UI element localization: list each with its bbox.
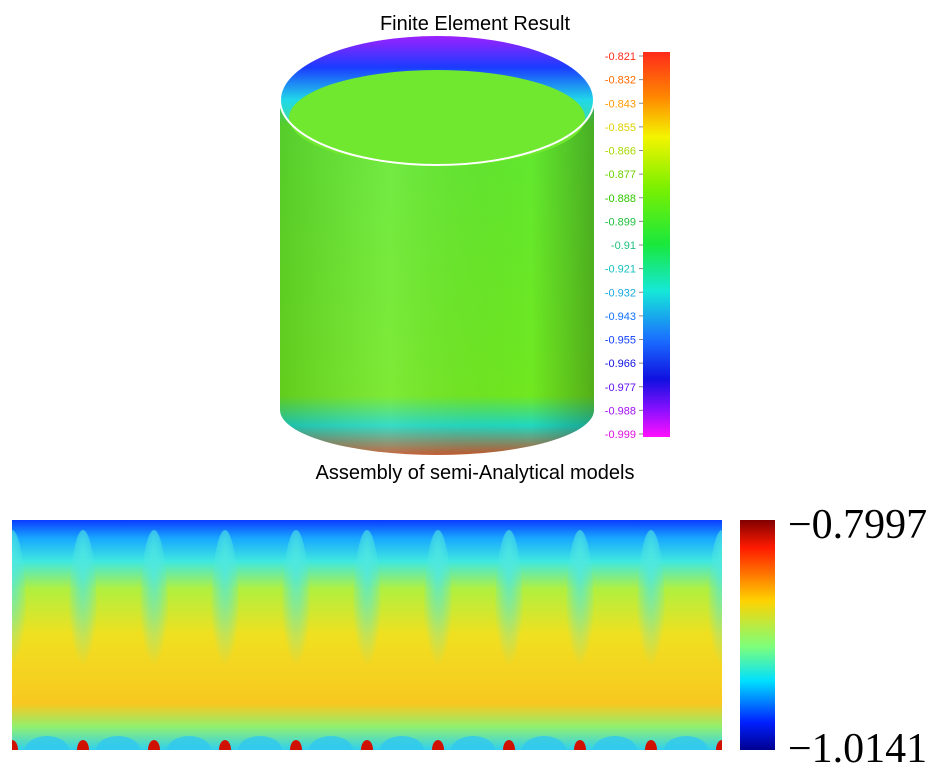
colorbar-label: -0.832 [605, 75, 636, 87]
panel-title: Assembly of semi-Analytical models [316, 462, 635, 484]
colorbar-label: -0.988 [605, 405, 636, 417]
colorbar-labels: -0.821 -0.832 -0.843 -0.855 -0.866 -0.877 -0.8… [605, 51, 643, 441]
field-pattern [12, 520, 722, 750]
colorbar-label: -0.966 [605, 358, 636, 370]
colorbar [643, 52, 670, 437]
colorbar-label: -0.999 [605, 429, 636, 441]
colorbar-label: -0.977 [605, 382, 636, 394]
cylinder [279, 34, 595, 455]
colorbar-label: -0.877 [605, 169, 636, 181]
colorbar-label: -0.943 [605, 311, 636, 323]
panel-title: Finite Element Result [380, 13, 571, 35]
colorbar-label: -0.955 [605, 335, 636, 347]
colorbar-label: -0.921 [605, 264, 636, 276]
colorbar [740, 520, 775, 750]
cylinder-rim [279, 34, 595, 166]
colorbar-label: -0.843 [605, 98, 636, 110]
colorbar-label: -0.866 [605, 146, 636, 158]
colorbar-label: -0.855 [605, 122, 636, 134]
colorbar-label: -0.899 [605, 216, 636, 228]
colorbar-label: -0.932 [605, 287, 636, 299]
cylinder-opening [289, 70, 585, 166]
colorbar-min-label: −1.0141 [788, 726, 927, 765]
colorbar-label: -0.821 [605, 51, 636, 63]
colorbar-label: -0.888 [605, 193, 636, 205]
colorbar-label: -0.91 [611, 240, 636, 252]
colorbar-max-label: −0.7997 [788, 502, 927, 548]
